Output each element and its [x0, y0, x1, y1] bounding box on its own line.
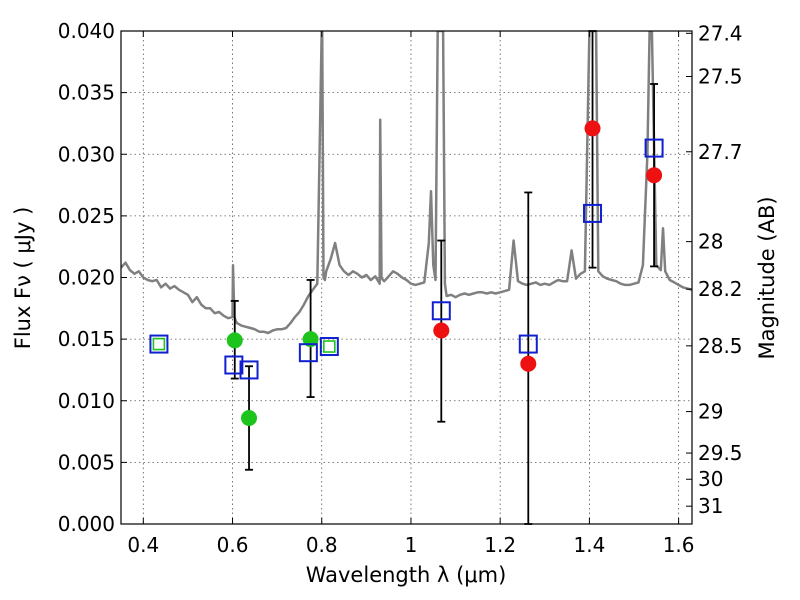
x-tick-label: 0.4	[127, 533, 159, 557]
x-tick-label: 1.2	[484, 533, 516, 557]
magnitude-tick-label: 28.2	[698, 277, 743, 301]
x-tick-label: 1.4	[573, 533, 605, 557]
model-square-marker	[319, 337, 339, 357]
marker-layer	[149, 120, 664, 427]
y-axis-label: Flux Fν ( μJy )	[11, 207, 35, 350]
photometry-point	[302, 331, 319, 348]
x-tick-label: 1	[405, 533, 418, 557]
magnitude-tick-label: 27.4	[698, 21, 743, 45]
model-square-marker	[298, 343, 318, 363]
model-square-marker	[431, 301, 451, 321]
x-axis-label: Wavelength λ (μm)	[306, 563, 507, 587]
model-square-marker	[152, 337, 166, 351]
y-tick-label: 0.020	[58, 266, 115, 290]
y-tick-label: 0.035	[58, 81, 115, 105]
model-square-marker	[518, 334, 538, 354]
x-tick-label: 0.8	[306, 533, 338, 557]
magnitude-tick-label: 27.7	[698, 140, 743, 164]
model-square-marker	[224, 355, 244, 375]
magnitude-axis-label: Magnitude (AB)	[755, 196, 779, 359]
y-tick-label: 0.015	[58, 327, 115, 351]
magnitude-tick-label: 30	[698, 467, 723, 491]
y-tick-label: 0.030	[58, 142, 115, 166]
y-tick-label: 0.010	[58, 389, 115, 413]
tick-layer: 0.4 0.6 0.8 1 1.2 1.4 1.6 0.000 0.005 0.010 0.015 0…	[58, 19, 743, 557]
magnitude-tick-label: 28.5	[698, 334, 743, 358]
magnitude-tick-label: 28	[698, 230, 723, 254]
spectrum-line	[121, 31, 692, 335]
photometry-point	[226, 332, 243, 349]
model-square-marker	[644, 138, 664, 158]
x-tick-label: 0.6	[217, 533, 249, 557]
spectrum-layer	[121, 31, 692, 335]
photometry-point	[241, 410, 258, 427]
y-tick-label: 0.040	[58, 19, 115, 43]
magnitude-tick-label: 31	[698, 494, 723, 518]
photometry-point	[646, 167, 663, 184]
photometry-point	[520, 355, 537, 372]
magnitude-tick-label: 29	[698, 400, 723, 424]
photometry-point	[584, 120, 601, 137]
y-tick-label: 0.025	[58, 204, 115, 228]
model-square-marker	[239, 360, 259, 380]
y-tick-label: 0.000	[58, 512, 115, 536]
model-square-marker	[583, 203, 603, 223]
model-square-marker	[323, 340, 336, 353]
plot-frame	[120, 30, 693, 525]
y-tick-label: 0.005	[58, 450, 115, 474]
photometry-point	[433, 322, 450, 339]
x-tick-label: 1.6	[663, 533, 695, 557]
model-square-marker	[149, 334, 169, 354]
magnitude-tick-label: 29.5	[698, 441, 743, 465]
magnitude-tick-label: 27.5	[698, 64, 743, 88]
